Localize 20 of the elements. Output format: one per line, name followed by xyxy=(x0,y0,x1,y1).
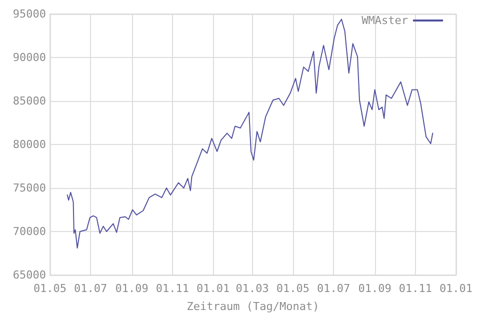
y-tick-label: 90000 xyxy=(12,51,46,64)
x-tick-label: 01.07 xyxy=(316,282,350,295)
legend-label: WMAster xyxy=(362,14,408,27)
x-tick-label: 01.01 xyxy=(196,282,230,295)
x-tick-label: 01.09 xyxy=(115,282,148,295)
y-tick-label: 75000 xyxy=(12,182,46,194)
x-tick-label: 01.11 xyxy=(156,282,190,295)
x-tick-label: 01.07 xyxy=(74,282,108,295)
y-tick-label: 65000 xyxy=(12,268,46,282)
x-tick-label: 01.11 xyxy=(398,282,432,295)
x-axis-title: Zeitraum (Tag/Monat) xyxy=(186,300,320,313)
y-tick-label: 95000 xyxy=(12,8,46,20)
x-tick-label: 01.05 xyxy=(276,282,310,295)
x-tick-label: 01.09 xyxy=(358,282,392,295)
x-tick-label: 01.05 xyxy=(33,282,67,295)
x-tick-label: 01.03 xyxy=(236,282,269,295)
y-tick-label: 80000 xyxy=(12,138,46,151)
x-tick-label: 01.01 xyxy=(439,282,473,295)
y-tick-label: 85000 xyxy=(12,94,46,108)
y-tick-label: 70000 xyxy=(12,225,46,238)
